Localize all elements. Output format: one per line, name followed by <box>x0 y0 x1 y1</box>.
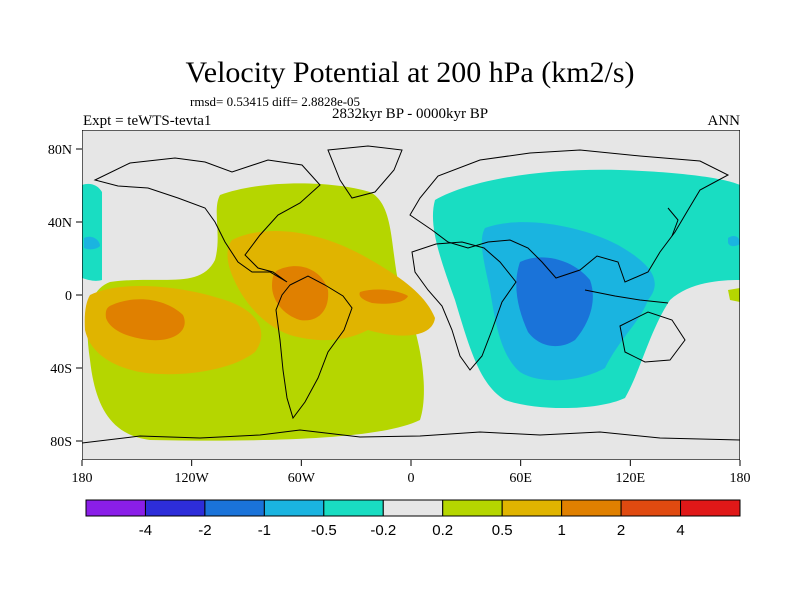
colorbar-swatch <box>561 499 622 517</box>
y-tick-label: 0 <box>65 289 72 304</box>
contour-negative-west-edge <box>82 183 102 281</box>
colorbar-swatch <box>382 499 444 517</box>
y-axis-labels: 80N 40N 0 40S 80S <box>48 143 72 450</box>
colorbar-label: -1 <box>258 522 271 539</box>
colorbar-swatch <box>442 499 503 517</box>
colorbar-swatch <box>680 499 741 517</box>
contour-negative-min <box>516 257 593 347</box>
subtitle-left: Expt = teWTS-tevta1 <box>83 113 211 129</box>
colorbar-label: 0.5 <box>492 522 513 539</box>
contour-negative-east-pocket <box>728 236 740 247</box>
contour-positive-east-pacific-edge <box>728 288 740 302</box>
coast-australia <box>619 311 686 363</box>
colorbar-label: 4 <box>676 522 684 539</box>
coast-japan <box>667 207 679 237</box>
colorbar-label: -2 <box>198 522 211 539</box>
coast-indonesia <box>584 289 669 304</box>
colorbar-swatch <box>263 499 325 517</box>
colorbar-label: 2 <box>617 522 625 539</box>
colorbar-label: 1 <box>557 522 565 539</box>
y-tick-label: 80S <box>50 435 72 450</box>
x-tick-label: 120W <box>175 471 210 486</box>
chart-title: Velocity Potential at 200 hPa (km2/s) <box>185 56 634 89</box>
contour-negative-west-pocket <box>84 236 100 250</box>
colorbar-label: 0.2 <box>432 522 453 539</box>
map-panel <box>82 130 740 460</box>
x-tick-label: 60E <box>509 471 532 486</box>
colorbar-swatch <box>204 499 265 517</box>
x-axis-labels: 180 120W 60W 0 60E 120E 180 <box>72 471 751 486</box>
y-tick-label: 40N <box>48 216 72 231</box>
axis-ticks <box>76 148 741 466</box>
x-tick-label: 180 <box>730 471 751 486</box>
coast-africa <box>411 241 517 371</box>
colorbar-label: -0.5 <box>311 522 337 539</box>
coastlines <box>82 145 740 444</box>
colorbar-swatch <box>323 499 384 517</box>
colorbar-label: -0.2 <box>370 522 396 539</box>
coast-antarctica <box>82 429 740 444</box>
contour-positive-core-america <box>227 231 435 341</box>
x-tick-label: 120E <box>616 471 646 486</box>
y-tick-label: 80N <box>48 143 72 158</box>
y-tick-label: 40S <box>50 362 72 377</box>
colorbar-labels: -4 -2 -1 -0.5 -0.2 0.2 0.5 1 2 4 <box>139 522 685 539</box>
stats-line: rmsd= 0.53415 diff= 2.8828e-05 <box>190 94 360 109</box>
colorbar-swatch <box>620 499 682 517</box>
colorbar-label: -4 <box>139 522 152 539</box>
x-tick-label: 0 <box>408 471 415 486</box>
x-tick-label: 60W <box>288 471 316 486</box>
coast-eurasia <box>409 149 730 283</box>
coast-south-america <box>275 275 353 420</box>
x-tick-label: 180 <box>72 471 93 486</box>
coast-greenland <box>327 145 403 199</box>
colorbar-swatch <box>144 499 206 517</box>
subtitle-right: ANN <box>708 113 741 129</box>
contour-positive-max-atlantic <box>359 289 408 304</box>
subtitle-center: 2832kyr BP - 0000kyr BP <box>332 106 488 122</box>
contour-positive-max-pacific <box>105 299 185 341</box>
coast-north-america <box>93 157 321 283</box>
colorbar-swatch <box>501 499 563 517</box>
colorbar-swatch <box>85 499 146 517</box>
colorbar <box>85 499 741 517</box>
